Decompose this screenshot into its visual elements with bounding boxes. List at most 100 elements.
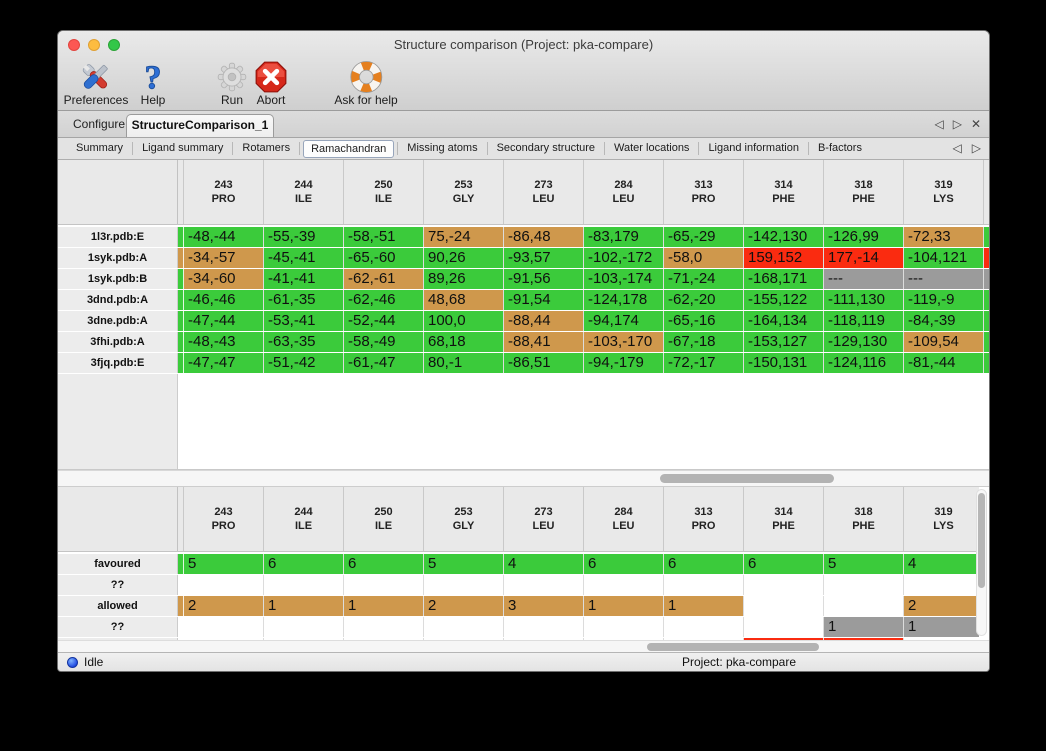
- table-cell[interactable]: 100,0: [424, 311, 504, 331]
- table-cell[interactable]: -88,41: [504, 332, 584, 352]
- table-cell[interactable]: [664, 575, 744, 595]
- table-cell[interactable]: -84,-39: [904, 311, 984, 331]
- subtab-scroll-left-icon[interactable]: ◁: [952, 141, 962, 155]
- table-cell[interactable]: -126,99: [824, 227, 904, 247]
- table-cell[interactable]: [504, 638, 584, 640]
- table-cell[interactable]: -65,-60: [344, 248, 424, 268]
- table-cell[interactable]: 2: [184, 596, 264, 616]
- table-cell[interactable]: -71,-24: [664, 269, 744, 289]
- table-cell[interactable]: [824, 638, 904, 640]
- table-cell[interactable]: [184, 575, 264, 595]
- run-button[interactable]: Run: [215, 60, 249, 107]
- table-cell[interactable]: -61,-47: [344, 353, 424, 373]
- tab-close-icon[interactable]: ✕: [970, 117, 981, 131]
- table-cell[interactable]: -119,-9: [904, 290, 984, 310]
- table-cell[interactable]: [264, 575, 344, 595]
- table-cell[interactable]: [744, 617, 824, 637]
- table-cell[interactable]: [264, 617, 344, 637]
- table-cell[interactable]: -104,121: [904, 248, 984, 268]
- tab-structurecomparison-1[interactable]: StructureComparison_1: [126, 114, 274, 137]
- table-cell[interactable]: -65,-16: [664, 311, 744, 331]
- table-cell[interactable]: [504, 617, 584, 637]
- tab-configure[interactable]: Configure: [73, 117, 126, 131]
- vertical-scrollbar-thumb[interactable]: [978, 493, 985, 588]
- table-cell[interactable]: 6: [744, 554, 824, 574]
- table-cell[interactable]: -47,-44: [184, 311, 264, 331]
- table-cell[interactable]: [584, 575, 664, 595]
- table-cell[interactable]: ---: [904, 269, 984, 289]
- table-cell[interactable]: [184, 617, 264, 637]
- table-cell[interactable]: [424, 575, 504, 595]
- subtab-ramachandran[interactable]: Ramachandran: [303, 139, 395, 158]
- table-cell[interactable]: -48,-44: [184, 227, 264, 247]
- table-cell[interactable]: 1: [584, 596, 664, 616]
- table-cell[interactable]: 48,68: [424, 290, 504, 310]
- table-cell[interactable]: 1: [664, 596, 744, 616]
- table-cell[interactable]: -45,-41: [264, 248, 344, 268]
- table-cell[interactable]: -41,-41: [264, 269, 344, 289]
- table-cell[interactable]: 6: [344, 554, 424, 574]
- table-cell[interactable]: -150,131: [744, 353, 824, 373]
- table-cell[interactable]: 3: [504, 596, 584, 616]
- table-cell[interactable]: [824, 575, 904, 595]
- table-cell[interactable]: [744, 638, 824, 640]
- table-cell[interactable]: -81,-44: [904, 353, 984, 373]
- zoom-window-button[interactable]: [108, 39, 120, 51]
- close-window-button[interactable]: [68, 39, 80, 51]
- table-cell[interactable]: -94,174: [584, 311, 664, 331]
- table-cell[interactable]: -164,134: [744, 311, 824, 331]
- table-cell[interactable]: -65,-29: [664, 227, 744, 247]
- table-cell[interactable]: [584, 617, 664, 637]
- table-cell[interactable]: 75,-24: [424, 227, 504, 247]
- table-cell[interactable]: 1: [824, 617, 904, 637]
- table-cell[interactable]: -34,-57: [184, 248, 264, 268]
- table-cell[interactable]: [184, 638, 264, 640]
- table-cell[interactable]: [344, 617, 424, 637]
- table-cell[interactable]: -53,-41: [264, 311, 344, 331]
- table-cell[interactable]: [584, 638, 664, 640]
- tab-scroll-right-icon[interactable]: ▷: [952, 117, 962, 131]
- table-cell[interactable]: -129,130: [824, 332, 904, 352]
- table-cell[interactable]: -72,-17: [664, 353, 744, 373]
- table-cell[interactable]: -94,-179: [584, 353, 664, 373]
- ask-for-help-button[interactable]: Ask for help: [334, 60, 398, 107]
- table-cell[interactable]: -61,-35: [264, 290, 344, 310]
- table-cell[interactable]: -83,179: [584, 227, 664, 247]
- abort-button[interactable]: Abort: [254, 60, 288, 107]
- table-cell[interactable]: -52,-44: [344, 311, 424, 331]
- table-cell[interactable]: -91,56: [504, 269, 584, 289]
- table-cell[interactable]: -88,44: [504, 311, 584, 331]
- table-cell[interactable]: [744, 596, 824, 616]
- table-cell[interactable]: [744, 575, 824, 595]
- table-cell[interactable]: 5: [184, 554, 264, 574]
- tab-scroll-left-icon[interactable]: ◁: [934, 117, 944, 131]
- table-cell[interactable]: [824, 596, 904, 616]
- table-cell[interactable]: -55,-39: [264, 227, 344, 247]
- table-cell[interactable]: 1: [264, 596, 344, 616]
- table-cell[interactable]: 80,-1: [424, 353, 504, 373]
- subtab-rotamers[interactable]: Rotamers: [242, 142, 291, 154]
- table-cell[interactable]: -47,-47: [184, 353, 264, 373]
- table-cell[interactable]: -51,-42: [264, 353, 344, 373]
- table-cell[interactable]: 177,-14: [824, 248, 904, 268]
- table-cell[interactable]: [424, 638, 504, 640]
- table-cell[interactable]: -58,0: [664, 248, 744, 268]
- table-cell[interactable]: -142,130: [744, 227, 824, 247]
- title-bar[interactable]: Structure comparison (Project: pka-compa…: [58, 31, 989, 58]
- table-cell[interactable]: [904, 575, 979, 595]
- subtab-summary[interactable]: Summary: [76, 142, 124, 154]
- table-cell[interactable]: -103,-170: [584, 332, 664, 352]
- table-cell[interactable]: 159,152: [744, 248, 824, 268]
- table-cell[interactable]: ---: [824, 269, 904, 289]
- table-cell[interactable]: 6: [584, 554, 664, 574]
- table-cell[interactable]: -109,54: [904, 332, 984, 352]
- table-cell[interactable]: -93,57: [504, 248, 584, 268]
- table-cell[interactable]: -118,119: [824, 311, 904, 331]
- table-cell[interactable]: -91,54: [504, 290, 584, 310]
- table-cell[interactable]: [664, 617, 744, 637]
- subtab-secondary-structure[interactable]: Secondary structure: [496, 142, 596, 154]
- table-cell[interactable]: [344, 638, 424, 640]
- table-cell[interactable]: 68,18: [424, 332, 504, 352]
- table-cell[interactable]: -168,171: [744, 269, 824, 289]
- preferences-button[interactable]: Preferences: [64, 60, 128, 107]
